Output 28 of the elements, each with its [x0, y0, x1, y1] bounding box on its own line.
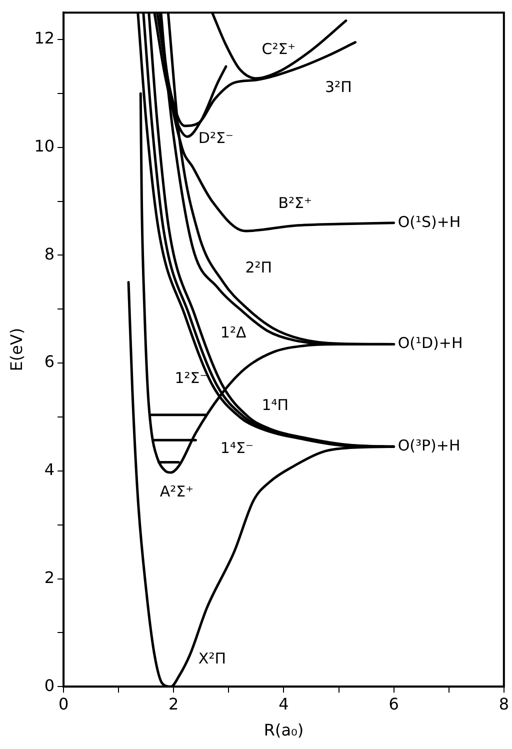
- x-tick-label: 0: [58, 694, 69, 714]
- annotation: O(¹D)+H: [398, 334, 463, 352]
- series-label: 1⁴Π: [262, 396, 289, 414]
- y-tick-label: 10: [34, 136, 55, 156]
- x-tick-label: 4: [278, 694, 289, 714]
- annotation: O(³P)+H: [398, 436, 460, 455]
- series-label: 2²Π: [245, 258, 272, 277]
- series-label: 3²Π: [325, 78, 352, 96]
- y-tick-label: 4: [44, 460, 55, 480]
- annotation: O(¹S)+H: [398, 212, 461, 231]
- series-label: B²Σ⁺: [278, 194, 312, 212]
- series-label: 1²Δ: [220, 323, 247, 342]
- x-tick-label: 8: [498, 694, 510, 714]
- y-tick-label: 12: [34, 28, 55, 48]
- series-label: X²Π: [198, 650, 226, 668]
- y-tick-label: 8: [44, 244, 55, 264]
- x-axis-title: R(a₀): [264, 720, 304, 740]
- x-tick-label: 2: [168, 694, 179, 714]
- series-label: A²Σ⁺: [160, 482, 194, 500]
- series-label: C²Σ⁺: [262, 40, 296, 58]
- y-tick-label: 2: [44, 568, 55, 587]
- y-axis-title: E(eV): [6, 328, 26, 372]
- series-label: D²Σ⁻: [198, 129, 234, 148]
- series-label: 1⁴Σ⁻: [220, 439, 254, 458]
- y-tick-label: 0: [44, 676, 55, 695]
- x-tick-label: 6: [388, 694, 399, 714]
- y-tick-label: 6: [44, 352, 55, 372]
- series-label: 1²Σ⁻: [174, 369, 208, 388]
